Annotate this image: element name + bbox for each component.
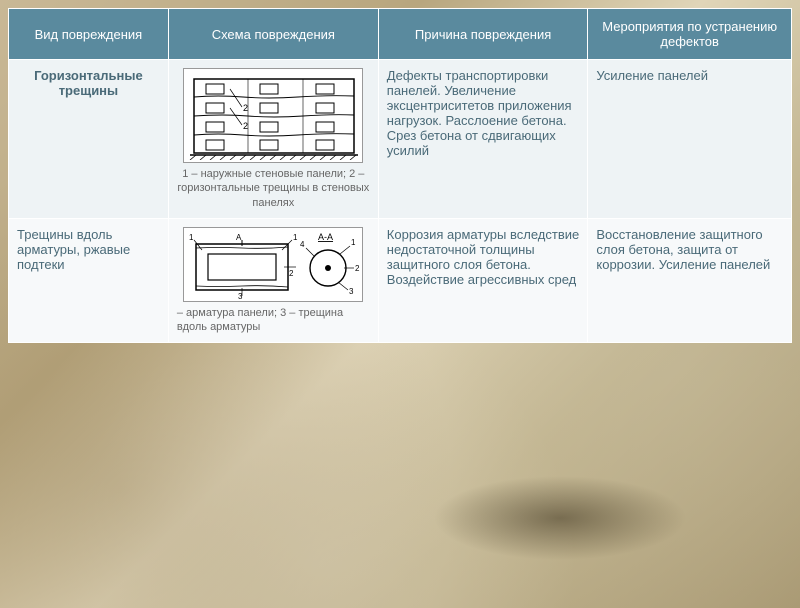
row1-type: Трещины вдоль арматуры, ржавые подтеки: [9, 218, 169, 343]
svg-text:1: 1: [293, 233, 298, 242]
svg-text:1: 1: [351, 238, 356, 247]
svg-text:1: 1: [189, 233, 194, 242]
svg-text:А-А: А-А: [318, 232, 333, 242]
svg-text:2: 2: [355, 264, 360, 273]
row0-scheme: 2 2: [168, 60, 378, 219]
svg-rebar-section: 1 1 3 2 А А-А: [188, 232, 360, 299]
row1-action: Восстановление защитного слоя бетона, за…: [588, 218, 792, 343]
header-cause: Причина повреждения: [378, 9, 588, 60]
header-scheme: Схема повреждения: [168, 9, 378, 60]
row0-cause: Дефекты транспортировки панелей. Увеличе…: [378, 60, 588, 219]
row0-type: Горизонтальные трещины: [9, 60, 169, 219]
svg-text:3: 3: [349, 287, 354, 296]
svg-text:2: 2: [243, 121, 248, 131]
svg-text:4: 4: [300, 240, 305, 249]
header-type: Вид повреждения: [9, 9, 169, 60]
svg-building-panels: 2 2: [188, 73, 360, 160]
row1-scheme: 1 1 3 2 А А-А: [168, 218, 378, 343]
svg-text:2: 2: [243, 103, 248, 113]
row0-caption: 1 – наружные стеновые панели; 2 – горизо…: [177, 167, 370, 210]
svg-text:А: А: [236, 233, 242, 242]
row0-action: Усиление панелей: [588, 60, 792, 219]
table-row: Горизонтальные трещины: [9, 60, 792, 219]
row1-caption: – арматура панели; 3 – трещина вдоль арм…: [177, 306, 370, 335]
header-row: Вид повреждения Схема повреждения Причин…: [9, 9, 792, 60]
svg-text:3: 3: [238, 292, 243, 299]
diagram-horizontal-cracks: 2 2: [183, 68, 363, 163]
damage-table: Вид повреждения Схема повреждения Причин…: [8, 8, 792, 343]
header-action: Мероприятия по устранению дефектов: [588, 9, 792, 60]
svg-text:2: 2: [289, 269, 294, 278]
diagram-rebar-cracks: 1 1 3 2 А А-А: [183, 227, 363, 302]
row1-cause: Коррозия арматуры вследствие недостаточн…: [378, 218, 588, 343]
table-row: Трещины вдоль арматуры, ржавые подтеки 1: [9, 218, 792, 343]
